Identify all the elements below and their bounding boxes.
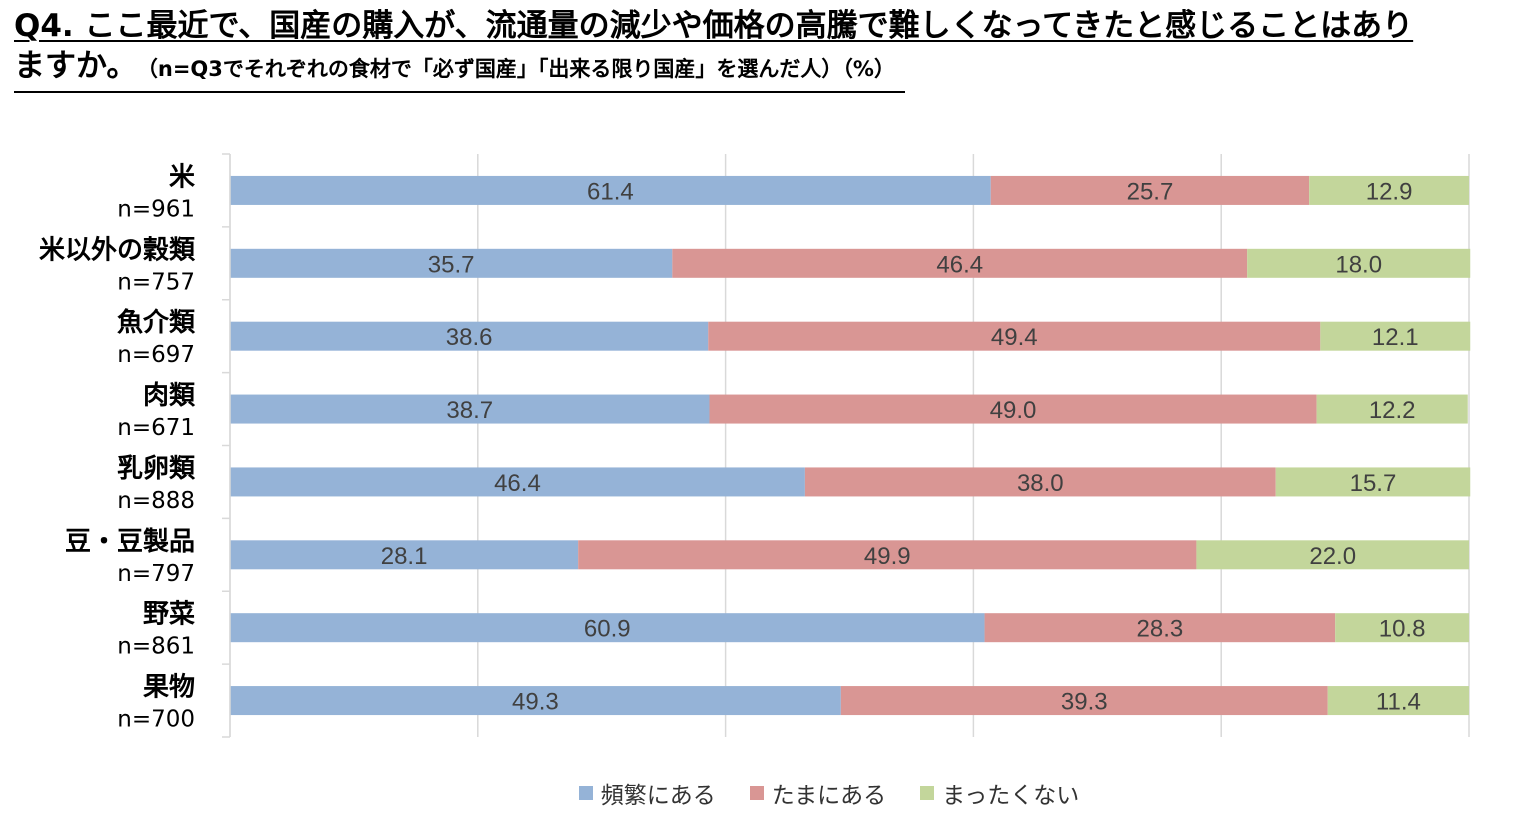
data-label-0-1: 35.7 <box>428 251 475 278</box>
bar-frequent-2 <box>230 321 709 351</box>
category-label-3: 肉類 <box>143 381 196 411</box>
data-label-1-4: 38.0 <box>1017 470 1064 497</box>
bar-frequent-1 <box>230 248 673 278</box>
chart-title: Q4. ここ最近で、国産の購入が、流通量の減少や価格の高騰で難しくなってきたと感… <box>14 6 1514 93</box>
category-label-7: 果物 <box>143 673 195 703</box>
title-line-2: ますか。 （n=Q3でそれぞれの食材で「必ず国産」「出来る限り国産」を選んだ人）（… <box>14 46 905 93</box>
sample-size-1: n=757 <box>117 269 195 295</box>
category-label-4: 乳卵類 <box>117 454 196 484</box>
data-label-1-7: 39.3 <box>1061 689 1108 716</box>
category-label-2: 魚介類 <box>117 307 196 338</box>
bar-frequent-5 <box>230 540 579 570</box>
data-label-1-6: 28.3 <box>1137 616 1184 643</box>
data-label-2-1: 18.0 <box>1335 251 1382 278</box>
sample-size-4: n=888 <box>117 488 195 514</box>
data-label-0-6: 60.9 <box>584 616 631 643</box>
data-label-0-7: 49.3 <box>512 689 559 716</box>
legend-label-never: まったくない <box>942 783 1080 809</box>
legend: 頻繁にある たまにある まったくない <box>0 776 1528 810</box>
data-label-1-3: 49.0 <box>990 397 1037 424</box>
category-label-0: 米 <box>169 162 195 192</box>
bar-never-2 <box>1320 321 1471 351</box>
sample-size-2: n=697 <box>117 342 195 368</box>
title-line-2-main: ますか。 <box>14 48 138 84</box>
bar-never-1 <box>1247 248 1471 278</box>
bar-never-0 <box>1309 175 1469 205</box>
data-label-0-2: 38.6 <box>446 324 493 351</box>
bar-sometimes-0 <box>990 175 1310 205</box>
legend-item-never: まったくない <box>920 776 1079 810</box>
bar-frequent-6 <box>230 613 985 643</box>
data-label-2-2: 12.1 <box>1372 324 1419 351</box>
category-label-1: 米以外の穀類 <box>39 235 196 265</box>
sample-size-7: n=700 <box>117 707 195 733</box>
data-label-1-0: 25.7 <box>1127 178 1174 205</box>
bar-never-6 <box>1335 613 1469 643</box>
data-label-2-3: 12.2 <box>1369 397 1416 424</box>
bar-never-3 <box>1316 394 1468 424</box>
legend-label-frequent: 頻繁にある <box>600 783 716 809</box>
data-label-1-5: 49.9 <box>864 543 911 570</box>
data-label-0-5: 28.1 <box>381 543 428 570</box>
legend-swatch-frequent <box>578 786 593 800</box>
bar-sometimes-3 <box>709 394 1317 424</box>
data-label-2-6: 10.8 <box>1379 616 1426 643</box>
bar-frequent-3 <box>230 394 710 424</box>
bar-sometimes-7 <box>840 686 1328 716</box>
category-label-6: 野菜 <box>143 600 195 630</box>
legend-item-frequent: 頻繁にある <box>578 776 716 810</box>
title-note: （n=Q3でそれぞれの食材で「必ず国産」「出来る限り国産」を選んだ人）（%） <box>147 57 895 81</box>
bar-frequent-7 <box>230 686 841 716</box>
sample-size-3: n=671 <box>117 415 195 441</box>
data-label-2-5: 22.0 <box>1309 543 1356 570</box>
data-label-1-1: 46.4 <box>936 251 983 278</box>
bar-sometimes-6 <box>984 613 1336 643</box>
data-label-1-2: 49.4 <box>991 324 1038 351</box>
bar-sometimes-5 <box>578 540 1197 570</box>
bar-never-4 <box>1275 467 1471 497</box>
legend-item-sometimes: たまにある <box>749 776 887 810</box>
data-label-2-0: 12.9 <box>1366 178 1413 205</box>
bar-never-5 <box>1196 540 1469 570</box>
title-line-1: Q4. ここ最近で、国産の購入が、流通量の減少や価格の高騰で難しくなってきたと感… <box>14 8 1414 44</box>
category-label-5: 豆・豆製品 <box>65 527 195 557</box>
data-label-2-4: 15.7 <box>1350 470 1397 497</box>
data-label-2-7: 11.4 <box>1376 689 1421 716</box>
data-label-0-0: 61.4 <box>587 178 634 205</box>
data-label-0-4: 46.4 <box>494 470 541 497</box>
data-label-0-3: 38.7 <box>446 397 493 424</box>
bar-sometimes-1 <box>672 248 1248 278</box>
legend-swatch-sometimes <box>749 786 764 800</box>
bar-never-7 <box>1327 686 1469 716</box>
legend-swatch-never <box>920 786 935 800</box>
bar-sometimes-4 <box>804 467 1276 497</box>
bar-sometimes-2 <box>708 321 1321 351</box>
bar-frequent-0 <box>230 175 991 205</box>
sample-size-0: n=961 <box>117 196 195 222</box>
sample-size-5: n=797 <box>117 561 195 587</box>
legend-label-sometimes: たまにある <box>771 783 887 809</box>
sample-size-6: n=861 <box>117 634 195 660</box>
bar-frequent-4 <box>230 467 805 497</box>
